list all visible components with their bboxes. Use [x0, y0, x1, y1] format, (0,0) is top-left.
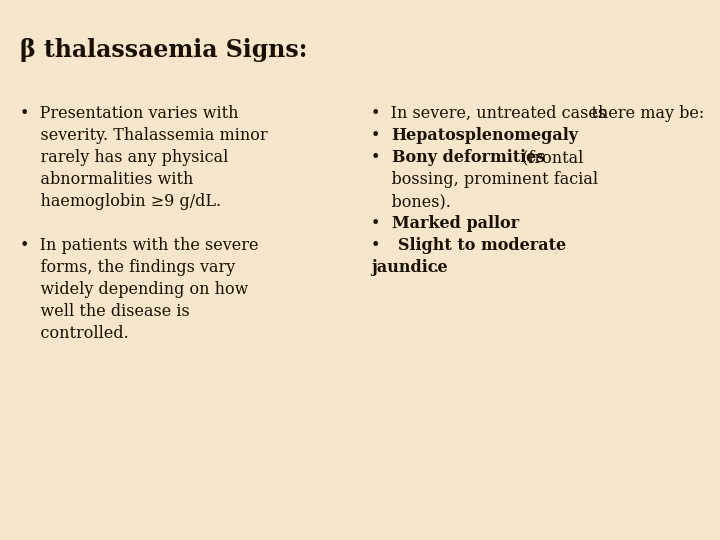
Text: bossing, prominent facial: bossing, prominent facial: [371, 171, 598, 188]
Text: •: •: [371, 149, 390, 166]
Text: β thalassaemia Signs:: β thalassaemia Signs:: [20, 38, 307, 62]
Text: •  Presentation varies with: • Presentation varies with: [20, 105, 238, 122]
Text: bones).: bones).: [371, 193, 451, 210]
Text: well the disease is: well the disease is: [20, 303, 190, 320]
Text: .: .: [433, 259, 438, 276]
Text: •  In patients with the severe: • In patients with the severe: [20, 237, 258, 254]
Text: •: •: [371, 215, 390, 232]
Text: .: .: [532, 127, 537, 144]
Text: haemoglobin ≥9 g/dL.: haemoglobin ≥9 g/dL.: [20, 193, 221, 210]
Text: Bony deformities: Bony deformities: [392, 149, 545, 166]
Text: widely depending on how: widely depending on how: [20, 281, 248, 298]
Text: Hepatosplenomegaly: Hepatosplenomegaly: [392, 127, 578, 144]
Text: rarely has any physical: rarely has any physical: [20, 149, 228, 166]
Text: severity. Thalassemia minor: severity. Thalassemia minor: [20, 127, 268, 144]
Text: Marked pallor: Marked pallor: [392, 215, 518, 232]
Text: forms, the findings vary: forms, the findings vary: [20, 259, 235, 276]
Text: •: •: [371, 237, 395, 254]
Text: •  In severe, untreated cases: • In severe, untreated cases: [371, 105, 606, 122]
Text: abnormalities with: abnormalities with: [20, 171, 194, 188]
Text: jaundice: jaundice: [371, 259, 447, 276]
Text: Slight to moderate: Slight to moderate: [398, 237, 567, 254]
Text: there may be:: there may be:: [571, 105, 704, 122]
Text: •: •: [371, 127, 390, 144]
Text: controlled.: controlled.: [20, 325, 129, 342]
Text: (frontal: (frontal: [517, 149, 583, 166]
